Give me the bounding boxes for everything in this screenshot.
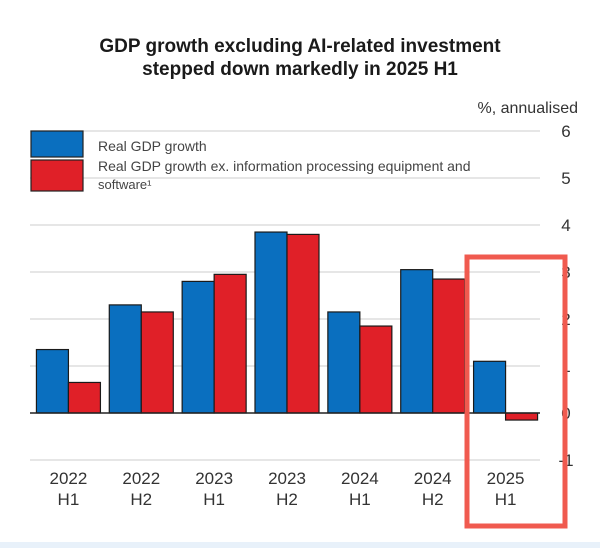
bar-real-gdp-2022-h2	[108, 304, 142, 414]
bar-real-gdp-2024-h2	[400, 269, 434, 414]
x-tick-label-year: 2023	[195, 469, 233, 488]
bar-real-gdp-2023-h1	[181, 280, 215, 414]
y-tick-label: 5	[561, 169, 570, 188]
x-tick-label-half: H1	[58, 490, 80, 509]
chart-title-line-1: GDP growth excluding AI-related investme…	[99, 36, 501, 57]
bar-real-gdp-ex-ipe-2024-h1	[359, 325, 393, 414]
bar-real-gdp-2025-h1	[472, 360, 507, 414]
x-tick-label-year: 2022	[122, 469, 160, 488]
bar-real-gdp-ex-ipe-2022-h1	[67, 381, 102, 414]
bar-real-gdp-2024-h1	[327, 311, 361, 414]
x-tick-label-year: 2022	[50, 469, 88, 488]
x-tick-label-half: H2	[422, 490, 444, 509]
bar-real-gdp-ex-ipe-2022-h2	[140, 311, 174, 414]
y-tick-label: 6	[561, 122, 570, 141]
x-tick-label-year: 2025	[487, 469, 525, 488]
bar-real-gdp-2023-h2	[254, 231, 288, 414]
legend-swatch-real-gdp-ex-ipe	[30, 159, 84, 192]
highlight-box-2025-h1	[464, 254, 568, 529]
bar-real-gdp-ex-ipe-2023-h2	[286, 233, 320, 414]
legend: Real GDP growth Real GDP growth ex. info…	[30, 130, 471, 192]
legend-label-real-gdp: Real GDP growth	[98, 138, 207, 154]
x-tick-label-half: H1	[495, 490, 517, 509]
chart-title-line-2: stepped down markedly in 2025 H1	[142, 59, 458, 80]
x-tick-label-year: 2024	[414, 469, 452, 488]
bar-real-gdp-ex-ipe-2024-h2	[432, 278, 466, 414]
chart-title: GDP growth excluding AI-related investme…	[0, 35, 600, 81]
x-axis-ticks: 2022 H1 2022 H2 2023 H1 2023 H2 2024 H1 2024 H2 2025…	[50, 469, 525, 509]
legend-label-real-gdp-ex-ipe-line2: software¹	[98, 177, 152, 192]
x-tick-label-half: H2	[130, 490, 152, 509]
bars	[35, 231, 539, 421]
x-tick-label-half: H2	[276, 490, 298, 509]
bar-real-gdp-2022-h1	[35, 348, 70, 414]
bar-real-gdp-ex-ipe-2025-h1	[504, 412, 539, 421]
y-tick-label: 4	[561, 216, 570, 235]
bar-real-gdp-ex-ipe-2023-h1	[213, 273, 247, 414]
legend-label-real-gdp-ex-ipe-line1: Real GDP growth ex. information processi…	[98, 158, 471, 174]
legend-swatch-real-gdp	[30, 130, 84, 158]
x-tick-label-half: H1	[203, 490, 225, 509]
x-tick-label-year: 2023	[268, 469, 306, 488]
y-axis-unit-label: %, annualised	[477, 100, 578, 117]
bottom-strip	[0, 542, 600, 548]
x-tick-label-year: 2024	[341, 469, 379, 488]
x-tick-label-half: H1	[349, 490, 371, 509]
